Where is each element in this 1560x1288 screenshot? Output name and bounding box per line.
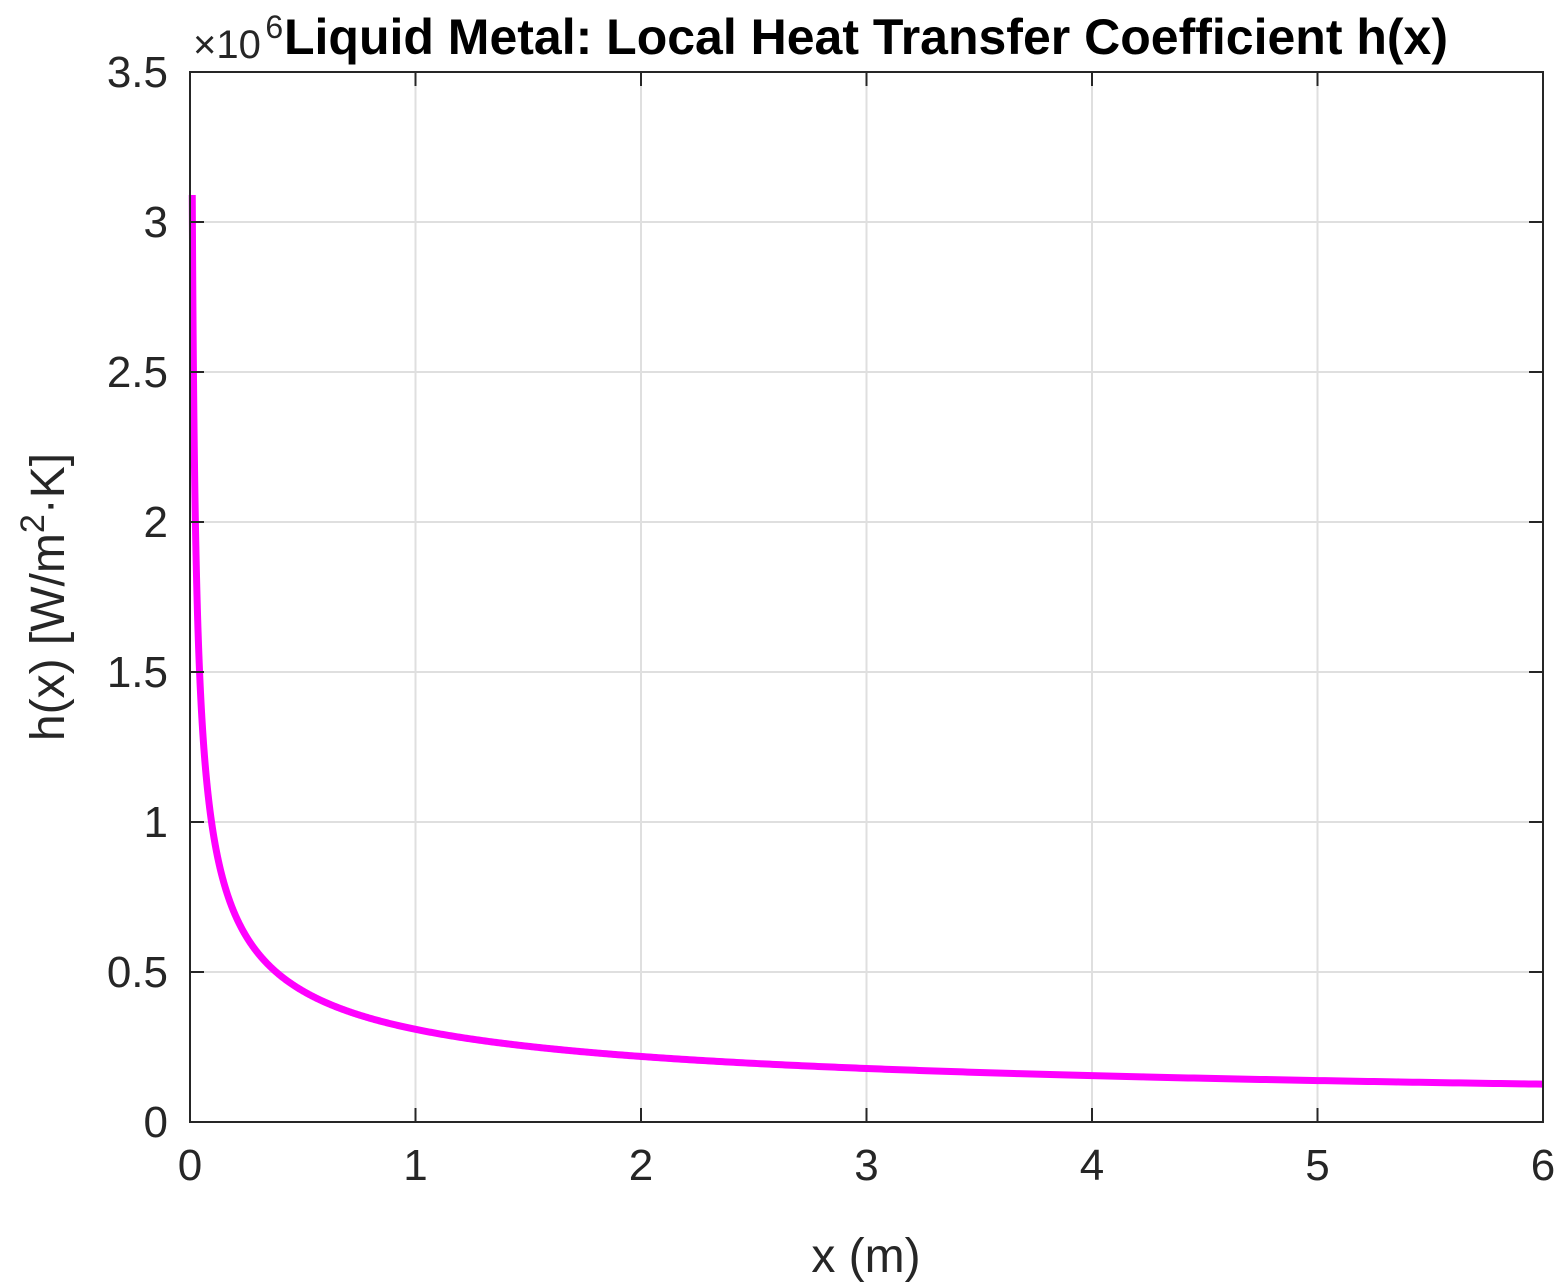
series-line-h(x) [188, 193, 1544, 1088]
y-axis-label-tail: ·K] [22, 453, 75, 514]
x-tick-label-6: 6 [1531, 1141, 1555, 1190]
y-axis-label-main: h(x) [W/m [22, 533, 75, 741]
y-tick-label-2: 2 [144, 498, 168, 547]
y-axis-label: h(x) [W/m2·K] [14, 453, 75, 741]
y-axis-label-superscript: 2 [14, 514, 52, 533]
x-tick-label-4: 4 [1080, 1141, 1104, 1190]
y-tick-labels: 0 0.5 1 1.5 2 2.5 3 3.5 [107, 48, 168, 1147]
x-tick-label-2: 2 [629, 1141, 653, 1190]
x-tick-label-5: 5 [1305, 1141, 1329, 1190]
y-tick-label-0.5: 0.5 [107, 948, 168, 997]
y-tick-label-1.5: 1.5 [107, 648, 168, 697]
x-tick-label-0: 0 [178, 1141, 202, 1190]
y-tick-label-3: 3 [144, 198, 168, 247]
y-tick-label-3.5: 3.5 [107, 48, 168, 97]
grid-lines [190, 72, 1543, 1122]
chart-title: Liquid Metal: Local Heat Transfer Coeffi… [284, 9, 1448, 65]
x-tick-label-3: 3 [854, 1141, 878, 1190]
y-tick-label-0: 0 [144, 1098, 168, 1147]
y-exponent-base: ×10 [193, 23, 261, 67]
series-layer [188, 193, 1544, 1088]
tick-marks [189, 71, 1544, 1123]
y-exponent-power: 6 [265, 9, 283, 45]
x-tick-labels: 0 1 2 3 4 5 6 [178, 1141, 1555, 1190]
x-axis-label: x (m) [811, 1230, 920, 1283]
y-axis-exponent: ×10 6 [193, 9, 283, 67]
x-tick-label-1: 1 [403, 1141, 427, 1190]
y-tick-label-1: 1 [144, 798, 168, 847]
y-tick-label-2.5: 2.5 [107, 348, 168, 397]
